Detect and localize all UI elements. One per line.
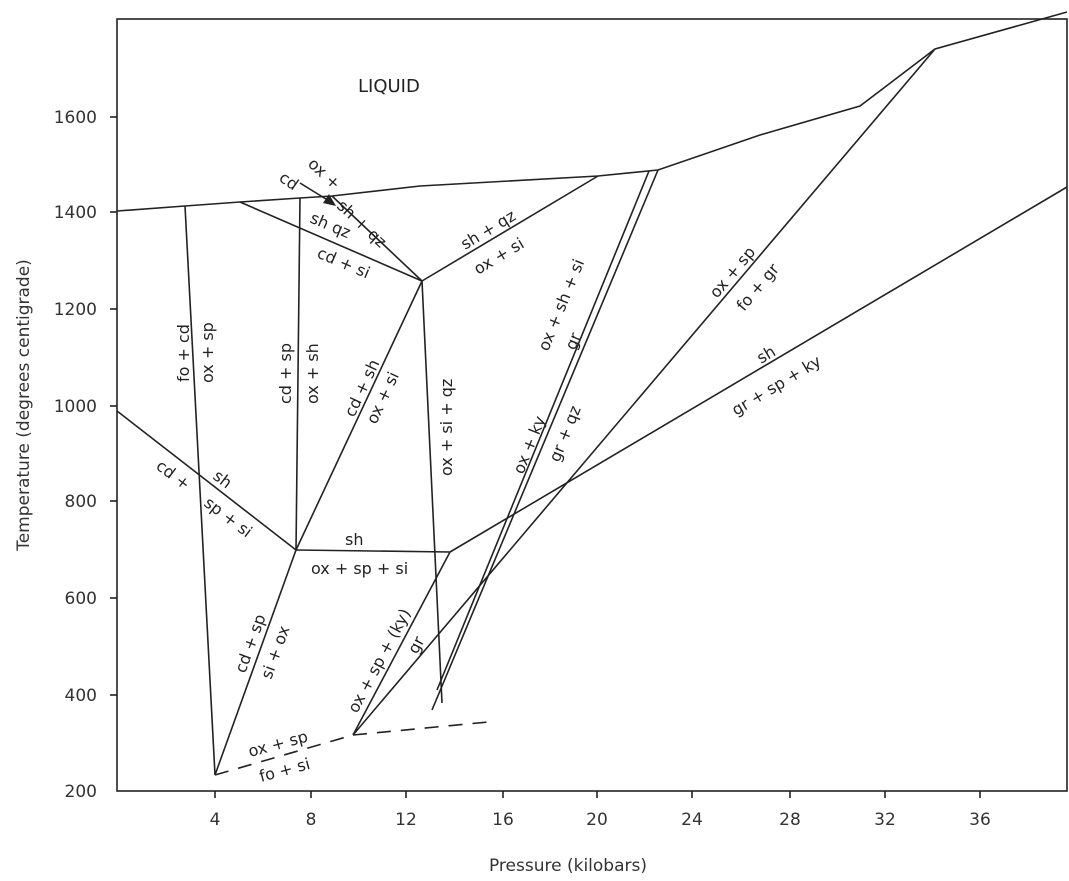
boundary-ox-si-qz	[421, 280, 443, 704]
boundary-cd-sh-sp-si	[116, 410, 297, 551]
boundary-sh-ox-sp-si	[295, 549, 451, 553]
y-tick-label: 1000	[54, 397, 97, 417]
label-cd-sp: cd + sp	[276, 343, 295, 404]
label-ox-si-qz: ox + si + qz	[437, 379, 456, 476]
solidus-curve	[116, 11, 1068, 212]
x-tick-label: 16	[492, 810, 514, 830]
x-tick-label: 24	[681, 810, 703, 830]
plot-frame	[116, 18, 1068, 792]
boundary-fo-si-dashed-right	[352, 721, 489, 736]
x-tick-label: 12	[395, 810, 417, 830]
y-tick-label: 1600	[54, 108, 97, 128]
label-ox-sp-si: ox + sp + si	[311, 559, 408, 578]
label-sh-mid: sh	[345, 530, 363, 549]
boundary-ox-sh-qz	[331, 195, 423, 282]
label-ox-plus: ox +	[304, 154, 344, 193]
label-fo-si: fo + si	[257, 754, 312, 786]
y-axis-labels: 1600 1400 1200 1000 800 600 400 200	[54, 108, 97, 802]
boundary-sh-qz-ox-si	[421, 175, 599, 282]
y-tick-label: 1200	[54, 300, 97, 320]
label-sh-right: sh	[753, 342, 779, 368]
boundary-sh-qz-cd-si	[239, 201, 423, 282]
label-gr-sp-ky: gr + sp + ky	[728, 351, 824, 419]
boundary-cd-sh-ox-si	[295, 280, 423, 551]
boundary-ox-ky-gr-qz	[431, 169, 659, 711]
label-ox-sp-ky: ox + sp + (ky)	[344, 605, 415, 716]
label-sh-left: sh	[210, 466, 236, 492]
y-tick-label: 1400	[54, 203, 97, 223]
label-cd-si: cd + si	[314, 243, 372, 282]
boundary-fo-cd	[184, 205, 216, 776]
label-gr-low: gr	[404, 633, 429, 657]
y-axis-ticks	[110, 116, 117, 696]
x-axis-title: Pressure (kilobars)	[489, 856, 647, 876]
cd-arrow-head	[323, 194, 336, 206]
x-tick-label: 28	[779, 810, 801, 830]
boundary-ox-sp-ky-gr	[352, 551, 451, 736]
y-axis-title: Temperature (degrees centigrade)	[14, 259, 34, 552]
x-tick-label: 36	[969, 810, 991, 830]
x-axis-ticks	[214, 791, 981, 798]
boundary-sh-gr-sp-ky	[449, 186, 1068, 553]
boundary-cd-sh-vertical	[295, 197, 301, 551]
x-tick-label: 8	[306, 810, 317, 830]
label-ox-sh: ox + sh	[303, 343, 322, 404]
label-gr-upper: gr	[561, 329, 585, 352]
label-cd-arrow: cd	[276, 168, 302, 194]
boundary-ox-sh-si-gr	[436, 170, 650, 691]
x-tick-label: 32	[874, 810, 896, 830]
boundary-ox-sp-fo-gr	[352, 48, 936, 736]
y-tick-label: 800	[65, 492, 97, 512]
x-axis-labels: 4 8 12 16 20 24 28 32 36	[210, 810, 991, 830]
label-liquid: LIQUID	[358, 76, 420, 97]
label-cd-plus: cd +	[153, 456, 194, 494]
phase-boundaries	[116, 11, 1068, 776]
label-fo-cd: fo + cd	[174, 324, 193, 382]
x-tick-label: 20	[586, 810, 608, 830]
boundary-cd-sp-si-ox	[214, 549, 297, 776]
x-tick-label: 4	[210, 810, 221, 830]
y-tick-label: 600	[65, 589, 97, 609]
label-ox-sp-left: ox + sp	[198, 322, 217, 383]
y-tick-label: 400	[65, 686, 97, 706]
y-tick-label: 200	[65, 782, 97, 802]
label-sp-si: sp + si	[201, 493, 256, 541]
